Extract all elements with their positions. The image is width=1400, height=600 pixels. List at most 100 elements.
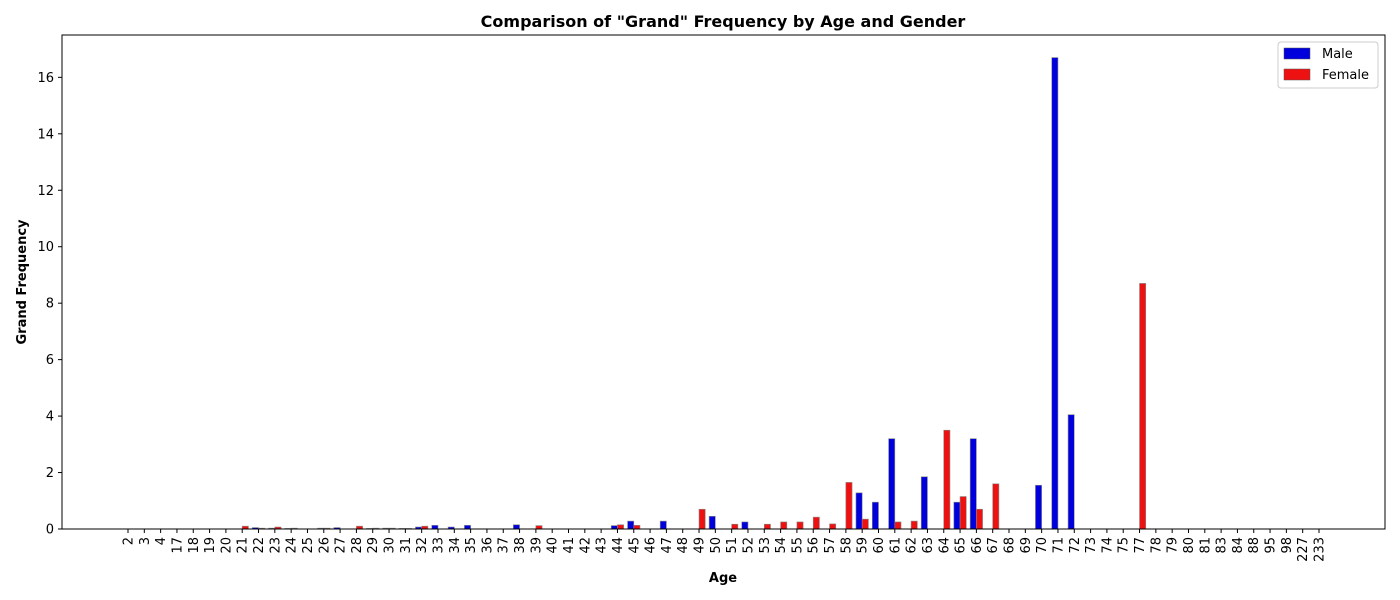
bar-male-72: [1067, 414, 1075, 530]
bar-female-59: [861, 518, 869, 530]
bar-female-61: [894, 521, 902, 530]
x-tick-label: 50: [709, 537, 724, 554]
x-tick-label: 54: [774, 537, 789, 554]
x-tick-label: 28: [350, 537, 365, 554]
x-tick-label: 2: [122, 537, 137, 545]
bar-female-64: [943, 429, 951, 530]
plot-area: [62, 35, 1385, 529]
x-tick-label: 38: [513, 537, 528, 554]
x-tick-label: 81: [1198, 537, 1213, 554]
bar-male-66: [969, 438, 977, 530]
x-tick-label: 64: [937, 537, 952, 554]
x-tick-label: 70: [1035, 537, 1050, 554]
bar-male-60: [871, 501, 879, 530]
x-tick-label: 30: [383, 537, 398, 554]
x-tick-label: 67: [986, 537, 1001, 554]
x-tick-label: 45: [627, 537, 642, 554]
x-axis-label: Age: [709, 571, 737, 586]
bar-male-45: [627, 520, 635, 530]
legend-swatch-female: [1283, 68, 1311, 81]
y-tick-label: 6: [46, 353, 54, 368]
x-tick-label: 27: [334, 537, 349, 554]
bar-female-39: [535, 525, 543, 530]
x-tick-label: 59: [856, 537, 871, 554]
x-tick-label: 32: [415, 537, 430, 554]
x-tick-label: 42: [578, 537, 593, 554]
bar-female-62: [910, 520, 918, 530]
bar-female-77: [1139, 283, 1147, 530]
x-tick-label: 24: [285, 537, 300, 554]
legend-label-female: Female: [1322, 68, 1369, 83]
x-tick-label: 22: [252, 537, 267, 554]
x-tick-label: 47: [660, 537, 675, 554]
bar-male-38: [513, 524, 520, 530]
bar-female-67: [992, 483, 1000, 530]
x-tick-label: 19: [203, 537, 218, 554]
y-tick-label: 8: [46, 297, 54, 312]
x-tick-label: 75: [1117, 537, 1132, 554]
x-tick-label: 95: [1264, 537, 1279, 554]
bar-female-58: [845, 482, 853, 530]
x-tick-label: 77: [1133, 537, 1148, 554]
x-tick-label: 51: [725, 537, 740, 554]
x-axis: 2 3 4 17 18 19 20 21 22 23 24 25 26 27 28 29 30 31 32 33 34 3…: [122, 529, 1328, 562]
x-tick-label: 39: [529, 537, 544, 554]
x-tick-label: 69: [1019, 537, 1034, 554]
x-tick-label: 61: [888, 537, 903, 554]
x-tick-label: 48: [676, 537, 691, 554]
x-tick-label: 68: [1003, 537, 1018, 554]
x-tick-label: 60: [872, 537, 887, 554]
bar-female-66: [976, 508, 983, 530]
x-tick-label: 20: [219, 537, 234, 554]
bar-female-45: [633, 525, 641, 530]
x-tick-label: 74: [1100, 537, 1115, 554]
x-tick-label: 62: [905, 537, 920, 554]
x-tick-label: 88: [1247, 537, 1262, 554]
bar-female-51: [731, 523, 739, 530]
x-tick-label: 72: [1068, 537, 1083, 554]
x-tick-label: 57: [823, 537, 838, 554]
bar-female-49: [698, 508, 706, 530]
bar-female-57: [829, 523, 837, 530]
x-tick-label: 31: [399, 537, 414, 554]
x-tick-label: 25: [301, 537, 316, 554]
x-tick-label: 56: [807, 537, 822, 554]
x-tick-label: 80: [1182, 537, 1197, 554]
x-tick-label: 35: [464, 537, 479, 554]
bar-male-65: [953, 501, 961, 530]
x-tick-label: 79: [1166, 537, 1181, 554]
x-tick-label: 23: [268, 537, 283, 554]
bar-female-55: [796, 521, 804, 530]
bar-male-70: [1035, 484, 1042, 530]
bar-male-71: [1051, 57, 1059, 530]
bar-male-33: [431, 525, 439, 530]
x-tick-label: 233: [1313, 537, 1328, 562]
chart-title: Comparison of "Grand" Frequency by Age a…: [481, 12, 966, 31]
x-tick-label: 98: [1280, 537, 1295, 554]
x-tick-label: 37: [497, 537, 512, 554]
x-tick-label: 49: [693, 537, 708, 554]
x-tick-label: 83: [1215, 537, 1230, 554]
y-tick-label: 2: [46, 466, 54, 481]
bar-female-53: [763, 523, 771, 530]
x-tick-label: 52: [741, 537, 756, 554]
x-tick-label: 21: [236, 537, 251, 554]
x-tick-label: 36: [480, 537, 495, 554]
bar-female-65: [959, 496, 967, 530]
x-tick-label: 63: [921, 537, 936, 554]
x-tick-label: 34: [448, 537, 463, 554]
bar-male-44: [610, 525, 618, 530]
bar-male-63: [920, 476, 928, 530]
legend: Male Female: [1277, 41, 1379, 89]
x-tick-label: 43: [595, 537, 610, 554]
x-tick-label: 65: [954, 537, 969, 554]
x-tick-label: 73: [1084, 537, 1099, 554]
x-tick-label: 40: [546, 537, 561, 554]
legend-swatch-male: [1283, 47, 1311, 60]
x-tick-label: 29: [366, 537, 381, 554]
plot-frame: [61, 34, 1386, 530]
bar-female-56: [812, 516, 820, 530]
bar-male-50: [708, 515, 716, 530]
y-tick-label: 0: [46, 523, 54, 538]
